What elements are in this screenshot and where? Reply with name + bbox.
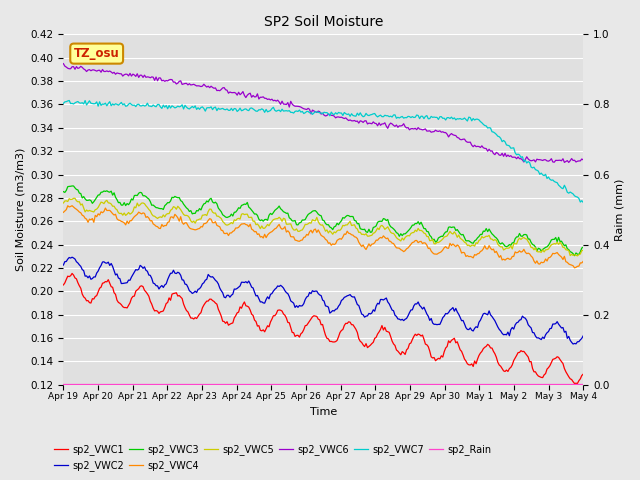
sp2_Rain <box>241 381 248 386</box>
sp2_VWC4 <box>125 221 132 227</box>
sp2_VWC5 <box>573 253 581 259</box>
sp2_VWC4 <box>216 224 223 230</box>
sp2_VWC1 <box>68 271 76 276</box>
sp2_VWC2 <box>552 321 559 326</box>
sp2_VWC1 <box>216 310 223 315</box>
sp2_VWC6 <box>241 93 248 98</box>
sp2_VWC6 <box>214 87 222 93</box>
sp2_VWC6 <box>124 72 131 77</box>
sp2_VWC4 <box>289 234 296 240</box>
sp2_VWC4 <box>571 265 579 271</box>
sp2_VWC1 <box>552 355 559 361</box>
sp2_VWC7 <box>552 180 559 185</box>
Line: sp2_VWC1: sp2_VWC1 <box>63 274 583 384</box>
sp2_VWC1 <box>242 303 250 309</box>
sp2_VWC3 <box>216 207 223 213</box>
sp2_VWC1 <box>579 371 587 377</box>
sp2_VWC2 <box>68 254 76 260</box>
sp2_VWC7 <box>289 109 296 115</box>
sp2_VWC5 <box>579 248 587 253</box>
sp2_VWC3 <box>571 253 579 259</box>
sp2_VWC6 <box>565 159 573 165</box>
sp2_VWC5 <box>234 216 241 222</box>
sp2_VWC6 <box>579 157 587 163</box>
sp2_VWC5 <box>125 210 132 216</box>
sp2_VWC4 <box>68 203 76 209</box>
sp2_VWC7 <box>65 97 73 103</box>
Line: sp2_VWC6: sp2_VWC6 <box>63 64 583 162</box>
sp2_VWC2 <box>60 262 67 268</box>
sp2_VWC6 <box>287 98 294 104</box>
sp2_VWC1 <box>289 330 296 336</box>
sp2_VWC5 <box>216 215 223 220</box>
Line: sp2_VWC4: sp2_VWC4 <box>63 206 583 268</box>
Y-axis label: Raim (mm): Raim (mm) <box>615 179 625 241</box>
sp2_VWC3 <box>579 244 587 250</box>
sp2_VWC4 <box>242 222 250 228</box>
sp2_Rain <box>124 381 131 386</box>
sp2_VWC3 <box>60 189 67 194</box>
sp2_VWC2 <box>569 341 577 347</box>
sp2_VWC7 <box>242 106 250 112</box>
Line: sp2_VWC2: sp2_VWC2 <box>63 257 583 344</box>
sp2_VWC3 <box>289 218 296 224</box>
sp2_Rain <box>60 381 67 386</box>
sp2_VWC4 <box>60 209 67 215</box>
sp2_VWC7 <box>60 100 67 106</box>
sp2_VWC2 <box>289 299 296 305</box>
sp2_VWC4 <box>234 225 241 231</box>
Line: sp2_VWC3: sp2_VWC3 <box>63 186 583 256</box>
sp2_VWC5 <box>60 200 67 206</box>
sp2_VWC2 <box>234 286 241 291</box>
Legend: sp2_VWC1, sp2_VWC2, sp2_VWC3, sp2_VWC4, sp2_VWC5, sp2_VWC6, sp2_VWC7, sp2_Rain: sp2_VWC1, sp2_VWC2, sp2_VWC3, sp2_VWC4, … <box>50 441 495 475</box>
Line: sp2_VWC7: sp2_VWC7 <box>63 100 583 203</box>
Y-axis label: Soil Moisture (m3/m3): Soil Moisture (m3/m3) <box>15 148 25 271</box>
sp2_VWC1 <box>234 310 241 316</box>
sp2_VWC1 <box>125 302 132 308</box>
sp2_VWC7 <box>125 101 132 107</box>
sp2_VWC3 <box>234 207 241 213</box>
sp2_VWC1 <box>60 282 67 288</box>
sp2_VWC7 <box>216 107 223 112</box>
sp2_VWC6 <box>60 61 67 67</box>
sp2_Rain <box>232 381 239 386</box>
sp2_VWC2 <box>125 277 132 283</box>
Line: sp2_VWC5: sp2_VWC5 <box>63 198 583 256</box>
sp2_VWC3 <box>242 202 250 207</box>
sp2_VWC2 <box>579 333 587 339</box>
sp2_Rain <box>214 381 222 386</box>
X-axis label: Time: Time <box>310 407 337 417</box>
sp2_VWC5 <box>552 241 559 247</box>
sp2_Rain <box>579 381 587 386</box>
sp2_VWC3 <box>552 235 559 240</box>
sp2_VWC1 <box>571 381 579 386</box>
sp2_Rain <box>287 381 294 386</box>
sp2_VWC3 <box>125 202 132 207</box>
Text: TZ_osu: TZ_osu <box>74 47 120 60</box>
sp2_VWC7 <box>579 200 587 205</box>
sp2_VWC4 <box>552 251 559 256</box>
sp2_VWC6 <box>550 159 558 165</box>
sp2_VWC3 <box>68 183 76 189</box>
sp2_VWC2 <box>216 285 223 291</box>
sp2_VWC6 <box>232 90 239 96</box>
sp2_VWC7 <box>234 108 241 114</box>
sp2_VWC2 <box>242 279 250 285</box>
sp2_VWC5 <box>289 225 296 230</box>
Title: SP2 Soil Moisture: SP2 Soil Moisture <box>264 15 383 29</box>
sp2_VWC5 <box>242 211 250 217</box>
sp2_VWC4 <box>579 258 587 264</box>
sp2_VWC5 <box>71 195 79 201</box>
sp2_Rain <box>550 381 558 386</box>
